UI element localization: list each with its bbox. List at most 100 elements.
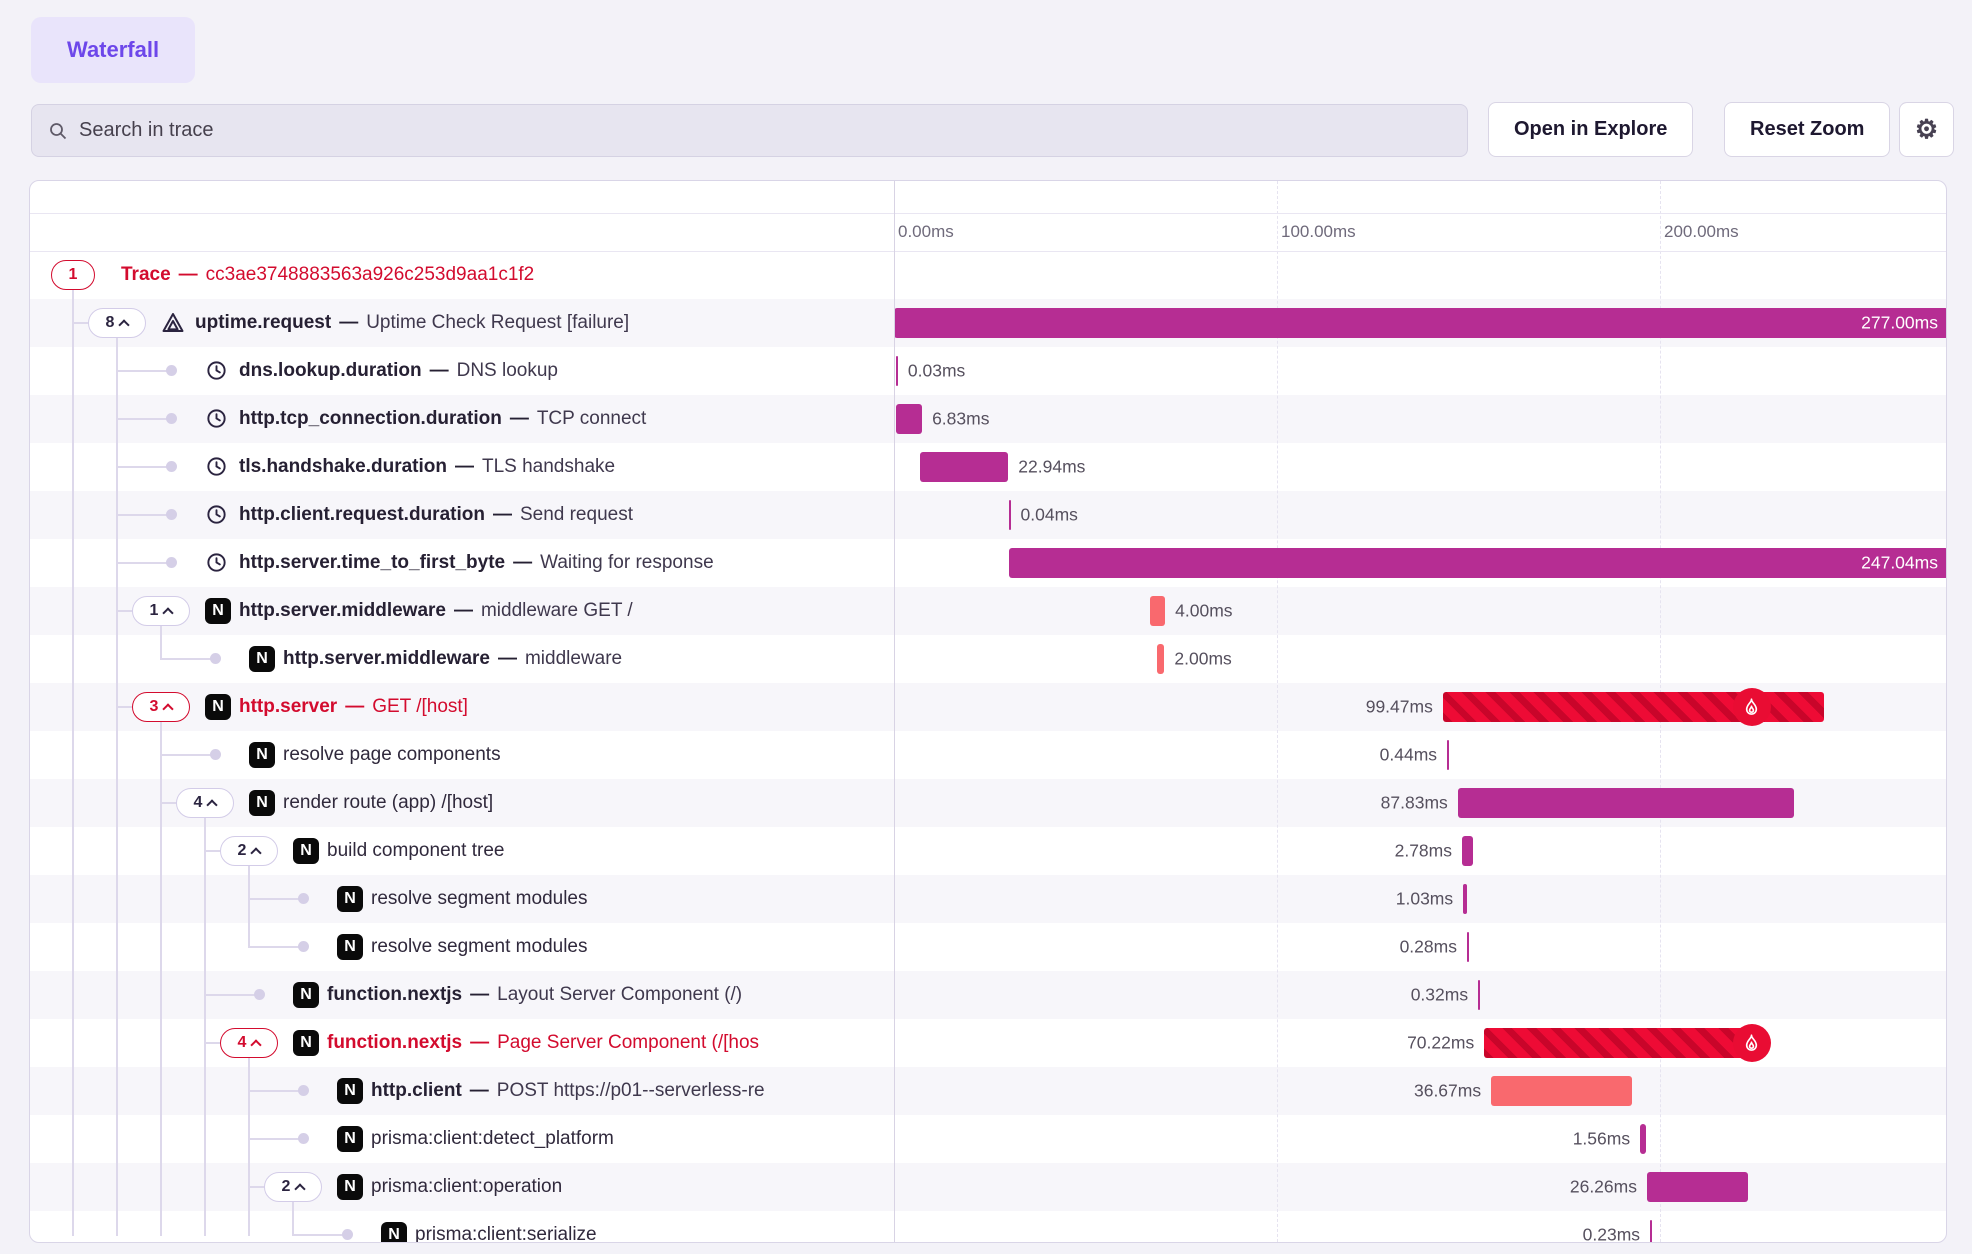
span-duration-bar[interactable] xyxy=(1650,1220,1653,1242)
span-op-name: http.server.middleware xyxy=(283,648,490,669)
separator-dash: — xyxy=(339,312,359,333)
span-children-pill[interactable]: 1 xyxy=(51,260,95,290)
span-duration-bar[interactable] xyxy=(1478,980,1481,1010)
span-duration-bar[interactable] xyxy=(895,404,923,434)
span-duration-bar[interactable] xyxy=(1447,740,1450,770)
span-duration-bar[interactable] xyxy=(1156,644,1165,674)
tree-connector xyxy=(293,1234,347,1236)
timeline-gridline xyxy=(1277,181,1278,1242)
span-description: Send request xyxy=(519,504,633,525)
pill-count: 1 xyxy=(68,266,78,283)
span-duration-bar[interactable] xyxy=(1457,788,1795,818)
span-duration-bar[interactable] xyxy=(1491,1076,1632,1106)
span-row[interactable]: dns.lookup.duration — DNS lookup 0.03ms xyxy=(30,347,1946,395)
pill-count: 4 xyxy=(193,794,203,811)
reset-zoom-button[interactable]: Reset Zoom xyxy=(1724,102,1891,157)
span-duration-label: 0.23ms xyxy=(1582,1224,1641,1243)
span-duration-bar[interactable] xyxy=(895,356,898,386)
span-children-pill[interactable]: 3 xyxy=(132,692,190,722)
span-op-name: resolve page components xyxy=(283,744,501,765)
span-duration-label: 2.00ms xyxy=(1174,648,1232,669)
tree-connector xyxy=(117,706,132,708)
span-children-pill[interactable]: 8 xyxy=(88,308,146,338)
span-children-pill[interactable]: 4 xyxy=(176,788,234,818)
span-duration-bar[interactable] xyxy=(1008,500,1011,530)
duration-clock-icon xyxy=(205,455,228,483)
tree-connector xyxy=(249,898,303,900)
tree-connector xyxy=(117,514,171,516)
separator-dash: — xyxy=(345,696,365,717)
span-children-pill[interactable]: 2 xyxy=(220,836,278,866)
tree-connector xyxy=(117,610,132,612)
search-input[interactable] xyxy=(79,119,1467,142)
span-op-name: http.client xyxy=(371,1080,462,1101)
nextjs-icon: N xyxy=(293,838,319,864)
pill-count: 2 xyxy=(237,842,247,859)
nextjs-icon: N xyxy=(249,790,275,816)
separator-dash: — xyxy=(497,648,517,669)
span-duration-label: 6.83ms xyxy=(932,408,990,429)
span-children-pill[interactable]: 1 xyxy=(132,596,190,626)
duration-clock-icon xyxy=(205,551,228,579)
span-duration-bar[interactable] xyxy=(1466,932,1469,962)
tree-guide-line xyxy=(116,338,118,1236)
trace-row[interactable]: 1 Trace — cc3ae3748883563a926c253d9aa1c1f2 xyxy=(30,251,1946,299)
separator-dash: — xyxy=(470,984,490,1005)
panel-resize-divider[interactable] xyxy=(894,181,895,1242)
span-row[interactable]: tls.handshake.duration — TLS handshake 22.9… xyxy=(30,443,1946,491)
span-row[interactable]: http.server.time_to_first_byte — Waiting f… xyxy=(30,539,1946,587)
span-op-name: Trace xyxy=(121,264,171,285)
span-op-name: resolve segment modules xyxy=(371,888,588,909)
span-duration-bar[interactable]: 277.00ms xyxy=(894,308,1946,338)
settings-button[interactable]: ⚙ xyxy=(1899,102,1954,157)
span-duration-label: 0.03ms xyxy=(907,360,966,381)
tree-connector xyxy=(117,562,171,564)
tree-connector xyxy=(249,1090,303,1092)
span-description: TCP connect xyxy=(536,408,647,429)
span-duration-bar[interactable] xyxy=(1646,1172,1748,1202)
nextjs-icon: N xyxy=(337,886,363,912)
span-description: GET /[host] xyxy=(372,696,468,717)
tree-connector xyxy=(205,994,259,996)
span-duration-bar[interactable] xyxy=(1463,884,1468,914)
span-children-pill[interactable]: 2 xyxy=(264,1172,322,1202)
span-title: resolve segment modules xyxy=(371,923,892,971)
span-bullet xyxy=(209,749,221,760)
nextjs-icon: N xyxy=(293,982,319,1008)
span-duration-bar[interactable] xyxy=(920,452,1009,482)
span-children-pill[interactable]: 4 xyxy=(220,1028,278,1058)
span-duration-bar[interactable] xyxy=(1461,836,1473,866)
tab-waterfall[interactable]: Waterfall xyxy=(31,17,196,83)
open-in-explore-button[interactable]: Open in Explore xyxy=(1488,102,1694,157)
span-duration-bar[interactable] xyxy=(1484,1028,1754,1058)
pill-count: 2 xyxy=(281,1178,291,1195)
span-duration-label: 22.94ms xyxy=(1018,456,1086,477)
span-title: http.server.middleware — middleware xyxy=(283,635,892,683)
span-row[interactable]: 8 uptime.request — Uptime Check Request [fa… xyxy=(30,299,1946,347)
span-title: prisma:client:detect_platform xyxy=(371,1115,892,1163)
span-description: POST https://p01--serverless-re xyxy=(496,1080,765,1101)
span-duration-bar[interactable] xyxy=(1640,1124,1647,1154)
span-title: build component tree xyxy=(327,827,892,875)
timeline-tick-label: 100.00ms xyxy=(1281,222,1356,241)
span-row[interactable]: http.tcp_connection.duration — TCP connect… xyxy=(30,395,1946,443)
span-duration-bar[interactable] xyxy=(1149,596,1166,626)
span-duration-bar[interactable]: 247.04ms xyxy=(1008,548,1946,578)
span-row[interactable]: http.client.request.duration — Send reques… xyxy=(30,491,1946,539)
search-bar[interactable] xyxy=(31,104,1468,157)
uptime-check-icon xyxy=(161,311,185,340)
